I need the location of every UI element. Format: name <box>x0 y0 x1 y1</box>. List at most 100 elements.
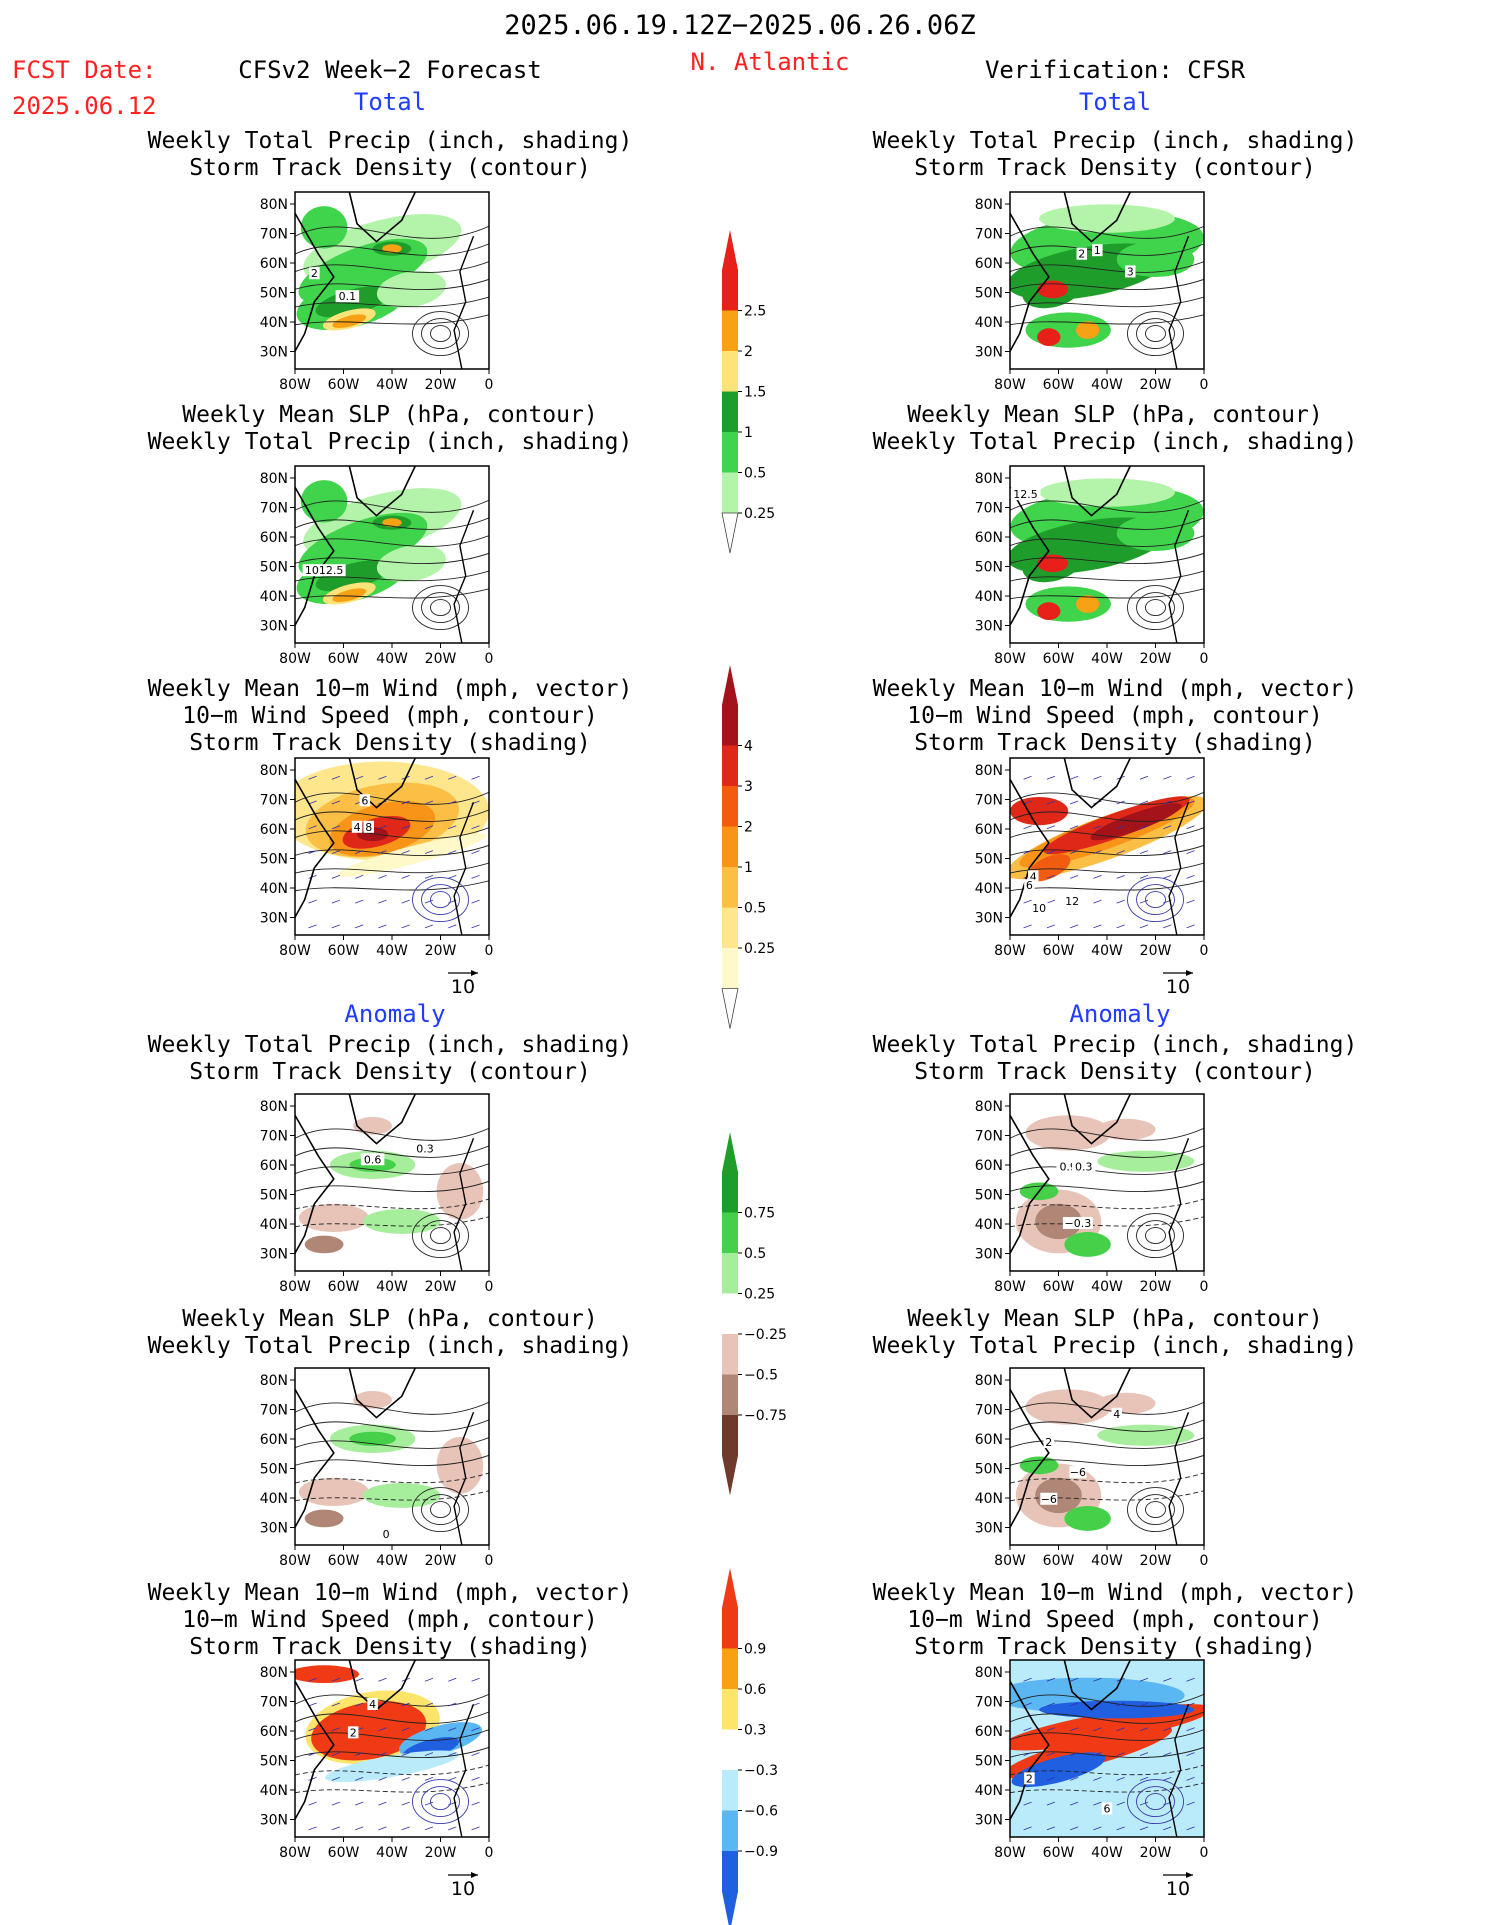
vector-reference-arrowhead <box>1186 970 1193 976</box>
shading-region <box>1011 1752 1106 1788</box>
wind-vector <box>448 1752 457 1756</box>
wind-vector <box>448 1677 457 1682</box>
wind-vector <box>401 1752 410 1756</box>
contour-label-bg <box>1076 247 1088 260</box>
wind-vector <box>1046 1801 1056 1806</box>
lat-tick-label: 50N <box>975 286 1003 302</box>
lat-tick-label: 80N <box>975 1665 1003 1681</box>
wind-vector <box>1093 1776 1102 1781</box>
wind-vector <box>354 1702 364 1707</box>
lon-tick-label: 60W <box>328 377 360 393</box>
lat-tick-label: 40N <box>260 1217 288 1233</box>
wind-vector <box>354 775 364 780</box>
shading-region <box>1035 1203 1082 1240</box>
wind-vector <box>1139 850 1149 854</box>
lon-tick-label: 20W <box>1140 651 1172 667</box>
contour-line <box>1136 1786 1175 1818</box>
wind-vector <box>308 1801 317 1806</box>
wind-vector <box>354 1677 364 1682</box>
lat-tick-label: 50N <box>975 1462 1003 1478</box>
wind-vector <box>448 874 457 879</box>
europe-africa-coastline <box>1168 509 1190 643</box>
wind-vector <box>1139 1752 1149 1756</box>
colorbar-label: 2 <box>744 344 753 360</box>
wind-vector <box>354 1826 364 1831</box>
wind-vector <box>378 1826 387 1831</box>
colorbar-label: −0.5 <box>744 1368 778 1384</box>
contour-line <box>430 891 451 909</box>
contour-line <box>1127 585 1184 631</box>
wind-vector <box>424 1826 434 1831</box>
wind-vector <box>308 1826 317 1831</box>
colorbar-top-triangle <box>722 665 738 705</box>
wind-vector <box>1186 874 1195 879</box>
contour-label-bg <box>1040 1492 1058 1505</box>
verification-title: Verification: CFSR <box>984 56 1246 84</box>
wind-vector <box>424 800 434 805</box>
wind-vector <box>1069 775 1079 780</box>
shading-region <box>1037 554 1069 573</box>
greenland-coastline <box>348 466 417 517</box>
title-v-total-slp-1: Weekly Mean SLP (hPa, contour) <box>907 402 1323 428</box>
wind-vector <box>1069 924 1079 929</box>
lat-tick-label: 70N <box>975 1695 1003 1711</box>
europe-africa-coastline <box>453 801 475 935</box>
lon-tick-label: 40W <box>1091 1279 1123 1295</box>
contour-line <box>295 517 489 530</box>
europe-africa-coastline <box>1168 1137 1190 1271</box>
wind-vector <box>1139 899 1149 904</box>
wind-vector <box>378 1727 387 1732</box>
wind-vector <box>1186 825 1195 830</box>
lon-tick-label: 20W <box>425 651 457 667</box>
north-america-coastline <box>295 486 335 626</box>
contour-line <box>295 1127 489 1141</box>
wind-vector <box>1023 800 1032 805</box>
map-panel-f-anom-wind: 4 2 80N 70N 60N 50N 40N 30N 80W 60W 40W 20W 0 10 <box>260 1659 493 1900</box>
wind-vector <box>1186 1677 1195 1682</box>
lat-tick-label: 30N <box>975 1247 1003 1263</box>
lon-tick-label: 40W <box>376 651 408 667</box>
contour-line <box>295 1216 489 1228</box>
colorbar-label: 1.5 <box>744 385 766 401</box>
wind-vector <box>1069 825 1079 830</box>
contour-label: 4 <box>369 1698 376 1711</box>
wind-vector <box>1046 1727 1056 1732</box>
contour-line <box>295 1198 489 1210</box>
contour-label: 4 <box>1030 870 1037 883</box>
wind-vector <box>354 899 364 904</box>
europe-africa-coastline <box>453 1703 475 1837</box>
contour-label: 2 <box>311 267 318 280</box>
contour-line <box>1010 1216 1204 1228</box>
shading-region <box>332 314 367 329</box>
contour-line <box>1145 325 1166 343</box>
lon-tick-label: 60W <box>1043 1279 1075 1295</box>
contour-line <box>295 1764 489 1776</box>
contour-line <box>295 499 489 513</box>
wind-vector <box>424 1727 434 1732</box>
lat-tick-label: 50N <box>975 560 1003 576</box>
colorbar-precip-anomaly: 0.75 0.5 0.25 −0.25 −0.5 −0.75 <box>722 1132 787 1496</box>
contour-line <box>295 1145 489 1158</box>
shading-region <box>353 1391 392 1409</box>
lat-tick-label: 70N <box>260 501 288 517</box>
lat-tick-label: 30N <box>260 345 288 361</box>
lat-tick-label: 30N <box>975 619 1003 635</box>
wind-vector <box>354 924 364 929</box>
lon-tick-label: 60W <box>1043 943 1075 959</box>
europe-africa-coastline <box>1168 801 1190 935</box>
contour-line <box>1010 1198 1204 1210</box>
lat-tick-label: 40N <box>975 589 1003 605</box>
contour-line <box>295 1782 489 1794</box>
lat-tick-label: 40N <box>975 1217 1003 1233</box>
contour-line <box>295 791 489 805</box>
colorbar-segment <box>722 1648 738 1689</box>
contour-label: 2 <box>1078 248 1085 261</box>
colorbar-segment <box>722 1293 738 1334</box>
colorbar-top-triangle <box>722 1132 738 1172</box>
lon-tick-label: 20W <box>1140 1845 1172 1861</box>
wind-vector <box>1139 800 1149 805</box>
wind-vector <box>378 1776 387 1781</box>
contour-line <box>1010 1127 1204 1141</box>
contour-label: 0 <box>383 1528 390 1541</box>
contour-label: 12 <box>1065 895 1079 908</box>
